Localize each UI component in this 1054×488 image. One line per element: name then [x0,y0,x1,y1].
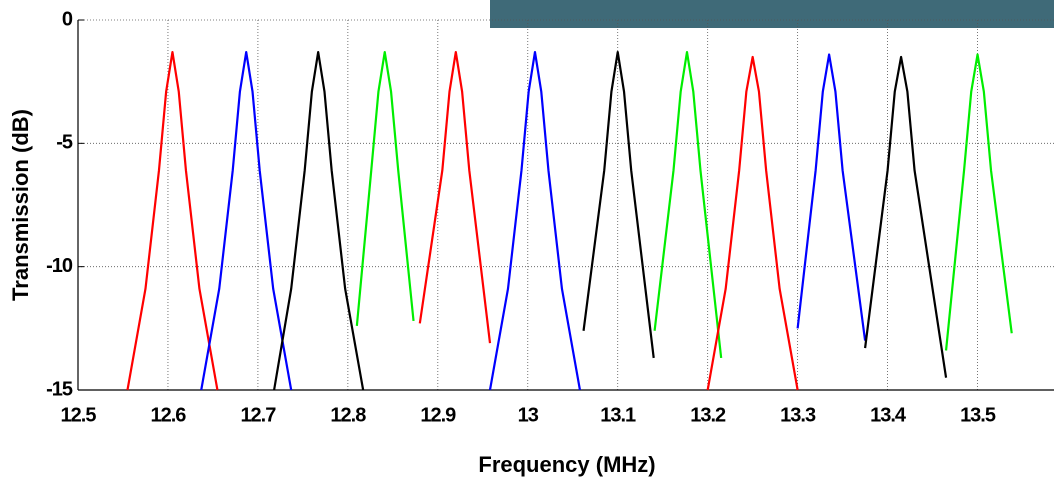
x-tick-label: 13.1 [600,404,636,426]
resonance-curve [796,53,867,341]
resonance-curve [488,50,582,391]
inset-photo [490,0,1054,28]
resonance-curve [944,53,1013,351]
x-tick-label: 12.9 [420,404,456,426]
x-tick-label: 12.5 [61,404,97,426]
x-tick-label: 13.5 [960,404,996,426]
y-tick-label: -5 [56,132,73,154]
resonance-curve [355,50,415,326]
x-tick-label: 13.3 [780,404,816,426]
x-tick-label: 12.6 [150,404,186,426]
resonance-curve [200,50,293,391]
x-tick-label: 13 [518,404,539,426]
x-tick-label: 13.4 [870,404,907,426]
resonance-curve [273,50,365,391]
x-tick-label: 13.2 [690,404,726,426]
y-tick-label: -10 [46,255,73,277]
resonance-curve [582,50,655,359]
x-axis-label: Frequency (MHz) [478,452,655,477]
resonance-curve [418,50,492,344]
x-tick-label: 12.8 [330,404,366,426]
resonance-curve [653,50,723,359]
resonance-curve [864,55,948,378]
y-tick-label: -15 [46,378,73,400]
x-tick-label: 12.7 [240,404,276,426]
resonance-curve [706,55,799,391]
y-axis-label: Transmission (dB) [8,109,33,301]
resonance-curve [126,50,219,391]
y-tick-label: 0 [62,8,73,30]
